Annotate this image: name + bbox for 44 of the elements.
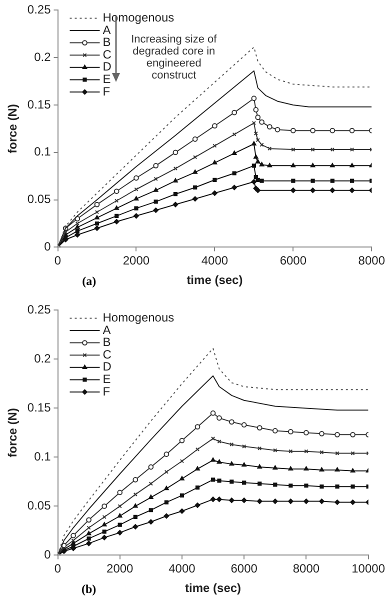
y-tick-label: 0	[44, 240, 52, 254]
y-tick-label: 0.1	[34, 144, 52, 159]
legend-label: A	[102, 22, 111, 37]
legend-label: C	[102, 347, 112, 362]
x-tick-label: 8000	[292, 562, 320, 576]
x-axis-title: time (sec)	[185, 581, 242, 596]
y-tick-label: 0.05	[27, 498, 52, 513]
y-tick-label: 0.1	[34, 450, 52, 464]
legend-label: D	[102, 360, 112, 374]
y-tick-label: 0.2	[34, 50, 52, 64]
legend-label: D	[102, 60, 112, 74]
annotation: Increasing size of degraded core in engineered construct	[131, 33, 218, 82]
legend-label: E	[102, 72, 111, 86]
legend-label: F	[102, 384, 110, 398]
text: (a)	[82, 274, 96, 288]
legend-label: F	[102, 84, 110, 98]
legend-label: Homogenous	[102, 10, 174, 25]
x-tick-label: 4000	[201, 254, 228, 268]
legend-label: C	[102, 47, 112, 62]
y-tick-label: 0	[44, 548, 52, 562]
y-tick-label: 0.2	[34, 352, 52, 366]
legend-label: E	[102, 372, 111, 386]
x-tick-label: 8000	[358, 254, 386, 268]
x-tick-label: 2000	[106, 562, 134, 576]
legend-label: B	[102, 35, 111, 50]
legend-label: B	[102, 335, 111, 350]
x-tick-label: 0	[54, 562, 62, 576]
legend-label: Homogenous	[102, 310, 174, 325]
y-tick-label: 0.15	[27, 400, 52, 415]
x-tick-label: 6000	[280, 254, 307, 268]
legend-label: A	[102, 322, 111, 337]
text: (b)	[81, 582, 96, 596]
x-tick-label: 0	[54, 254, 62, 268]
x-tick-label: 10000	[352, 562, 386, 576]
y-axis-title: force (N)	[6, 408, 20, 458]
x-tick-label: 4000	[168, 562, 196, 576]
y-tick-label: 0.05	[27, 192, 52, 206]
x-axis-title: time (sec)	[186, 273, 243, 288]
x-tick-label: 6000	[230, 562, 258, 576]
y-tick-label: 0.25	[27, 2, 52, 17]
y-tick-label: 0.15	[27, 97, 52, 112]
y-tick-label: 0.25	[27, 302, 52, 317]
x-tick-label: 2000	[122, 254, 150, 268]
y-axis-title: force (N)	[6, 104, 20, 154]
